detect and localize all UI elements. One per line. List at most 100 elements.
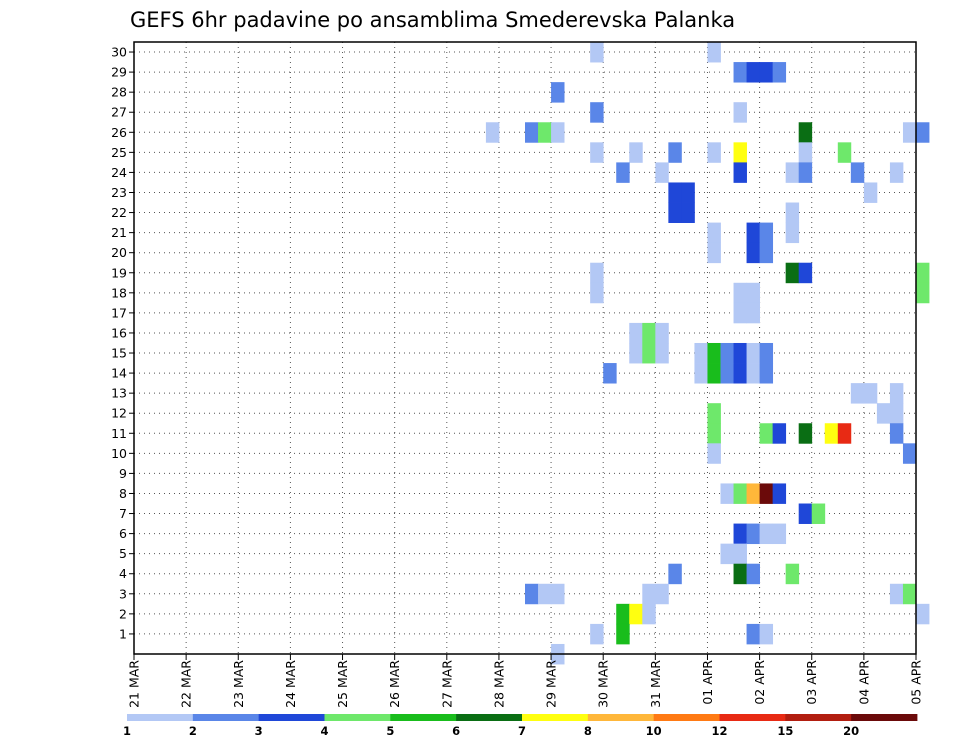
- y-tick-label: 1: [119, 626, 127, 641]
- precip-cell: [902, 583, 917, 605]
- precip-cell: [590, 262, 604, 284]
- precip-cell: [798, 122, 813, 143]
- precip-cell: [798, 503, 813, 524]
- precip-cell: [733, 523, 747, 545]
- precip-cell: [733, 282, 747, 304]
- precip-cell: [668, 142, 682, 163]
- precip-cell: [642, 603, 656, 625]
- precip-cell: [733, 342, 747, 364]
- precip-cell: [603, 363, 617, 384]
- precip-cell: [655, 583, 669, 605]
- precip-cell: [746, 363, 760, 384]
- precip-cell: [916, 603, 930, 625]
- legend-label: 20: [843, 724, 859, 738]
- precip-cell: [798, 162, 813, 183]
- x-axis-ticks: 21 MAR 22 MAR 23 MAR 24 MAR 25 MAR 26 MAR 27 M…: [127, 654, 924, 708]
- precip-cell: [707, 423, 721, 444]
- precip-cell: [681, 182, 695, 203]
- y-tick-label: 20: [111, 245, 127, 260]
- y-tick-label: 6: [119, 526, 127, 541]
- legend-label: 7: [518, 724, 526, 738]
- chart-title: GEFS 6hr padavine po ansamblima Smederev…: [130, 8, 735, 32]
- precip-cell: [824, 423, 839, 444]
- precip-cell: [772, 62, 787, 83]
- legend-label: 1: [123, 724, 131, 738]
- precip-cell: [876, 403, 891, 424]
- precip-cell: [733, 363, 747, 384]
- precip-cell: [720, 483, 734, 504]
- y-tick-label: 2: [119, 606, 127, 621]
- precip-cell: [668, 182, 682, 203]
- precip-cell: [733, 483, 747, 504]
- precip-cell: [759, 242, 774, 264]
- x-tick-label: 04 APR: [856, 660, 871, 705]
- y-tick-label: 26: [111, 125, 127, 140]
- y-tick-label: 23: [111, 185, 127, 200]
- y-tick-label: 13: [111, 386, 127, 401]
- legend-label: 2: [189, 724, 197, 738]
- precip-cell: [785, 262, 800, 284]
- x-tick-label: 05 APR: [909, 660, 924, 705]
- precip-cell: [629, 142, 643, 163]
- y-tick-label: 29: [111, 65, 127, 80]
- x-tick-label: 25 MAR: [335, 660, 350, 708]
- precip-cell: [590, 282, 604, 304]
- y-tick-label: 15: [111, 346, 127, 361]
- precip-cell: [759, 363, 774, 384]
- precip-cells: [485, 42, 930, 665]
- x-tick-label: 23 MAR: [231, 660, 246, 708]
- precip-cell: [707, 403, 721, 424]
- precip-cell: [707, 222, 721, 244]
- y-tick-label: 18: [111, 285, 127, 300]
- y-tick-label: 9: [119, 466, 127, 481]
- precip-cell: [759, 222, 774, 244]
- precip-cell: [889, 583, 904, 605]
- precip-cell: [642, 322, 656, 344]
- y-tick-label: 12: [111, 406, 127, 421]
- precip-cell: [629, 322, 643, 344]
- precip-cell: [707, 142, 721, 163]
- legend-swatch: [785, 714, 852, 721]
- legend-swatch: [192, 714, 260, 721]
- precip-cell: [798, 142, 813, 163]
- y-tick-label: 28: [111, 85, 127, 100]
- precip-cell: [785, 202, 800, 223]
- precip-cell: [629, 603, 643, 625]
- precip-cell: [707, 443, 721, 464]
- precip-cell: [811, 503, 826, 524]
- legend-swatch: [258, 714, 325, 721]
- precip-cell: [746, 523, 760, 545]
- legend-label: 12: [711, 724, 727, 738]
- legend-label: 15: [777, 724, 793, 738]
- x-tick-label: 27 MAR: [439, 660, 454, 708]
- y-tick-label: 30: [111, 45, 127, 60]
- precip-cell: [746, 623, 760, 645]
- legend-swatch: [653, 714, 720, 721]
- y-axis-ticks: 1234567891011121314151617181920212223242…: [111, 45, 134, 641]
- precip-cell: [850, 383, 865, 404]
- precip-cell: [759, 62, 774, 83]
- precip-cell: [720, 363, 734, 384]
- precip-cell: [694, 342, 708, 364]
- legend-label: 10: [646, 724, 662, 738]
- precip-cell: [707, 242, 721, 264]
- legend-label: 3: [255, 724, 263, 738]
- precip-cell: [681, 202, 695, 223]
- precip-cell: [889, 423, 904, 444]
- y-tick-label: 8: [119, 486, 127, 501]
- legend-swatch: [390, 714, 457, 721]
- x-tick-label: 29 MAR: [544, 660, 559, 708]
- precip-cell: [551, 122, 565, 143]
- precip-cell: [733, 162, 747, 183]
- precip-cell: [759, 623, 774, 645]
- precip-cell: [655, 322, 669, 344]
- precip-cell: [733, 563, 747, 585]
- legend-swatch: [324, 714, 391, 721]
- precip-cell: [616, 623, 630, 645]
- y-tick-label: 14: [111, 366, 127, 381]
- precip-cell: [798, 423, 813, 444]
- y-tick-label: 5: [119, 546, 127, 561]
- legend-swatch: [851, 714, 918, 721]
- precip-cell: [629, 342, 643, 364]
